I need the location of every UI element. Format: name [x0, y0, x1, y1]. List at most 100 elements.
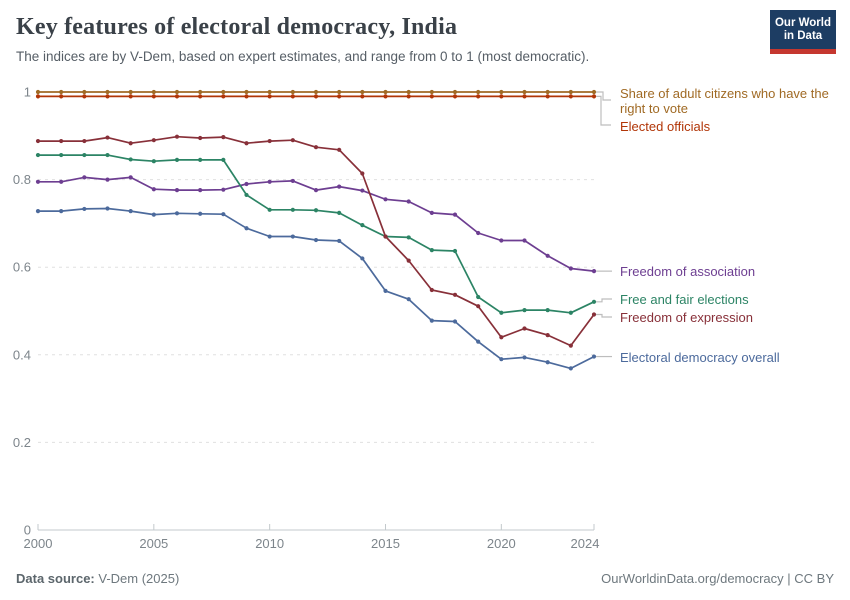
data-point: [128, 175, 133, 180]
data-point: [105, 177, 110, 182]
data-point: [313, 145, 319, 150]
data-point: [198, 188, 203, 193]
data-point: [476, 94, 481, 99]
series-line-5: [38, 207, 595, 370]
data-point: [267, 138, 272, 144]
data-point: [499, 357, 504, 362]
data-point: [383, 94, 388, 99]
x-axis-tick-label: 2015: [371, 536, 400, 551]
data-point: [221, 135, 226, 140]
data-point: [174, 211, 180, 216]
data-point: [591, 299, 597, 304]
data-point: [59, 138, 64, 144]
data-point: [59, 179, 64, 184]
data-point: [151, 212, 156, 217]
data-point: [105, 135, 110, 140]
data-point: [174, 94, 180, 99]
data-point: [35, 94, 41, 99]
data-point: [360, 94, 365, 99]
data-point: [290, 234, 295, 239]
data-point: [568, 266, 573, 271]
page-title: Key features of electoral democracy, Ind…: [16, 14, 458, 40]
data-point: [313, 89, 319, 95]
data-point: [568, 366, 573, 371]
data-point: [59, 94, 64, 99]
data-point: [476, 230, 481, 236]
data-point: [267, 207, 272, 212]
data-point: [406, 258, 411, 263]
data-point: [198, 157, 203, 162]
data-point: [499, 310, 504, 315]
x-axis-tick-label: 2024: [571, 536, 600, 551]
data-point: [452, 94, 458, 99]
data-point: [406, 94, 411, 99]
data-point: [360, 89, 365, 95]
data-point: [128, 157, 133, 162]
data-point: [568, 310, 573, 315]
data-point: [290, 89, 295, 95]
y-axis-tick-label: 0.2: [13, 435, 31, 450]
data-point: [151, 159, 156, 164]
x-axis-tick-label: 2005: [139, 536, 168, 551]
owid-logo[interactable]: Our World in Data: [770, 10, 836, 54]
data-point: [476, 339, 481, 344]
data-point: [429, 318, 434, 323]
data-point: [522, 308, 527, 313]
data-point: [591, 312, 597, 317]
data-point: [59, 89, 64, 95]
label-connector: [596, 298, 612, 303]
data-point: [313, 208, 319, 213]
data-point: [499, 335, 504, 340]
chart-subtitle: The indices are by V-Dem, based on exper…: [16, 49, 590, 64]
data-point: [221, 212, 226, 217]
data-point: [360, 223, 365, 228]
data-point: [383, 288, 388, 293]
series-label-right-to-vote[interactable]: Share of adult citizens who have the rig…: [620, 86, 829, 116]
data-point: [105, 206, 110, 211]
data-point: [499, 94, 504, 99]
data-point: [360, 256, 365, 261]
data-point: [360, 171, 365, 176]
data-point: [452, 89, 458, 95]
data-source-value: V-Dem (2025): [94, 571, 180, 586]
data-point: [452, 292, 458, 297]
data-point: [568, 343, 573, 348]
series-label-freedom-of-expression[interactable]: Freedom of expression: [620, 310, 753, 325]
series-label-freedom-of-association[interactable]: Freedom of association: [620, 264, 756, 279]
data-point: [383, 234, 388, 239]
data-point: [337, 238, 342, 244]
data-point: [313, 237, 319, 243]
data-point: [35, 138, 41, 144]
data-point: [35, 152, 41, 158]
attribution-link[interactable]: OurWorldinData.org/democracy | CC BY: [601, 571, 834, 586]
series-label-free-and-fair-elections[interactable]: Free and fair elections: [620, 292, 749, 307]
data-point: [337, 147, 342, 152]
data-point: [35, 209, 41, 214]
owid-logo-line1: Our World: [774, 16, 831, 29]
x-axis-tick-label: 2000: [24, 536, 53, 551]
data-point: [35, 179, 41, 184]
data-point: [360, 188, 365, 193]
data-point: [174, 157, 180, 162]
data-point: [244, 94, 249, 99]
data-point: [545, 308, 550, 313]
series-label-elected-officials[interactable]: Elected officials: [620, 119, 711, 134]
data-point: [82, 206, 87, 212]
y-axis-tick-label: 1: [24, 85, 31, 100]
data-point: [221, 94, 226, 99]
label-connector: [596, 95, 611, 126]
data-point: [82, 94, 87, 99]
y-axis-tick-label: 0.4: [13, 347, 31, 362]
data-point: [429, 89, 434, 95]
data-point: [337, 210, 342, 215]
data-point: [313, 94, 319, 99]
data-point: [82, 138, 87, 144]
series-label-electoral-democracy-overall[interactable]: Electoral democracy overall: [620, 350, 780, 365]
data-point: [59, 209, 64, 214]
label-connector: [596, 91, 611, 101]
data-point: [105, 94, 110, 99]
data-point: [591, 94, 597, 99]
